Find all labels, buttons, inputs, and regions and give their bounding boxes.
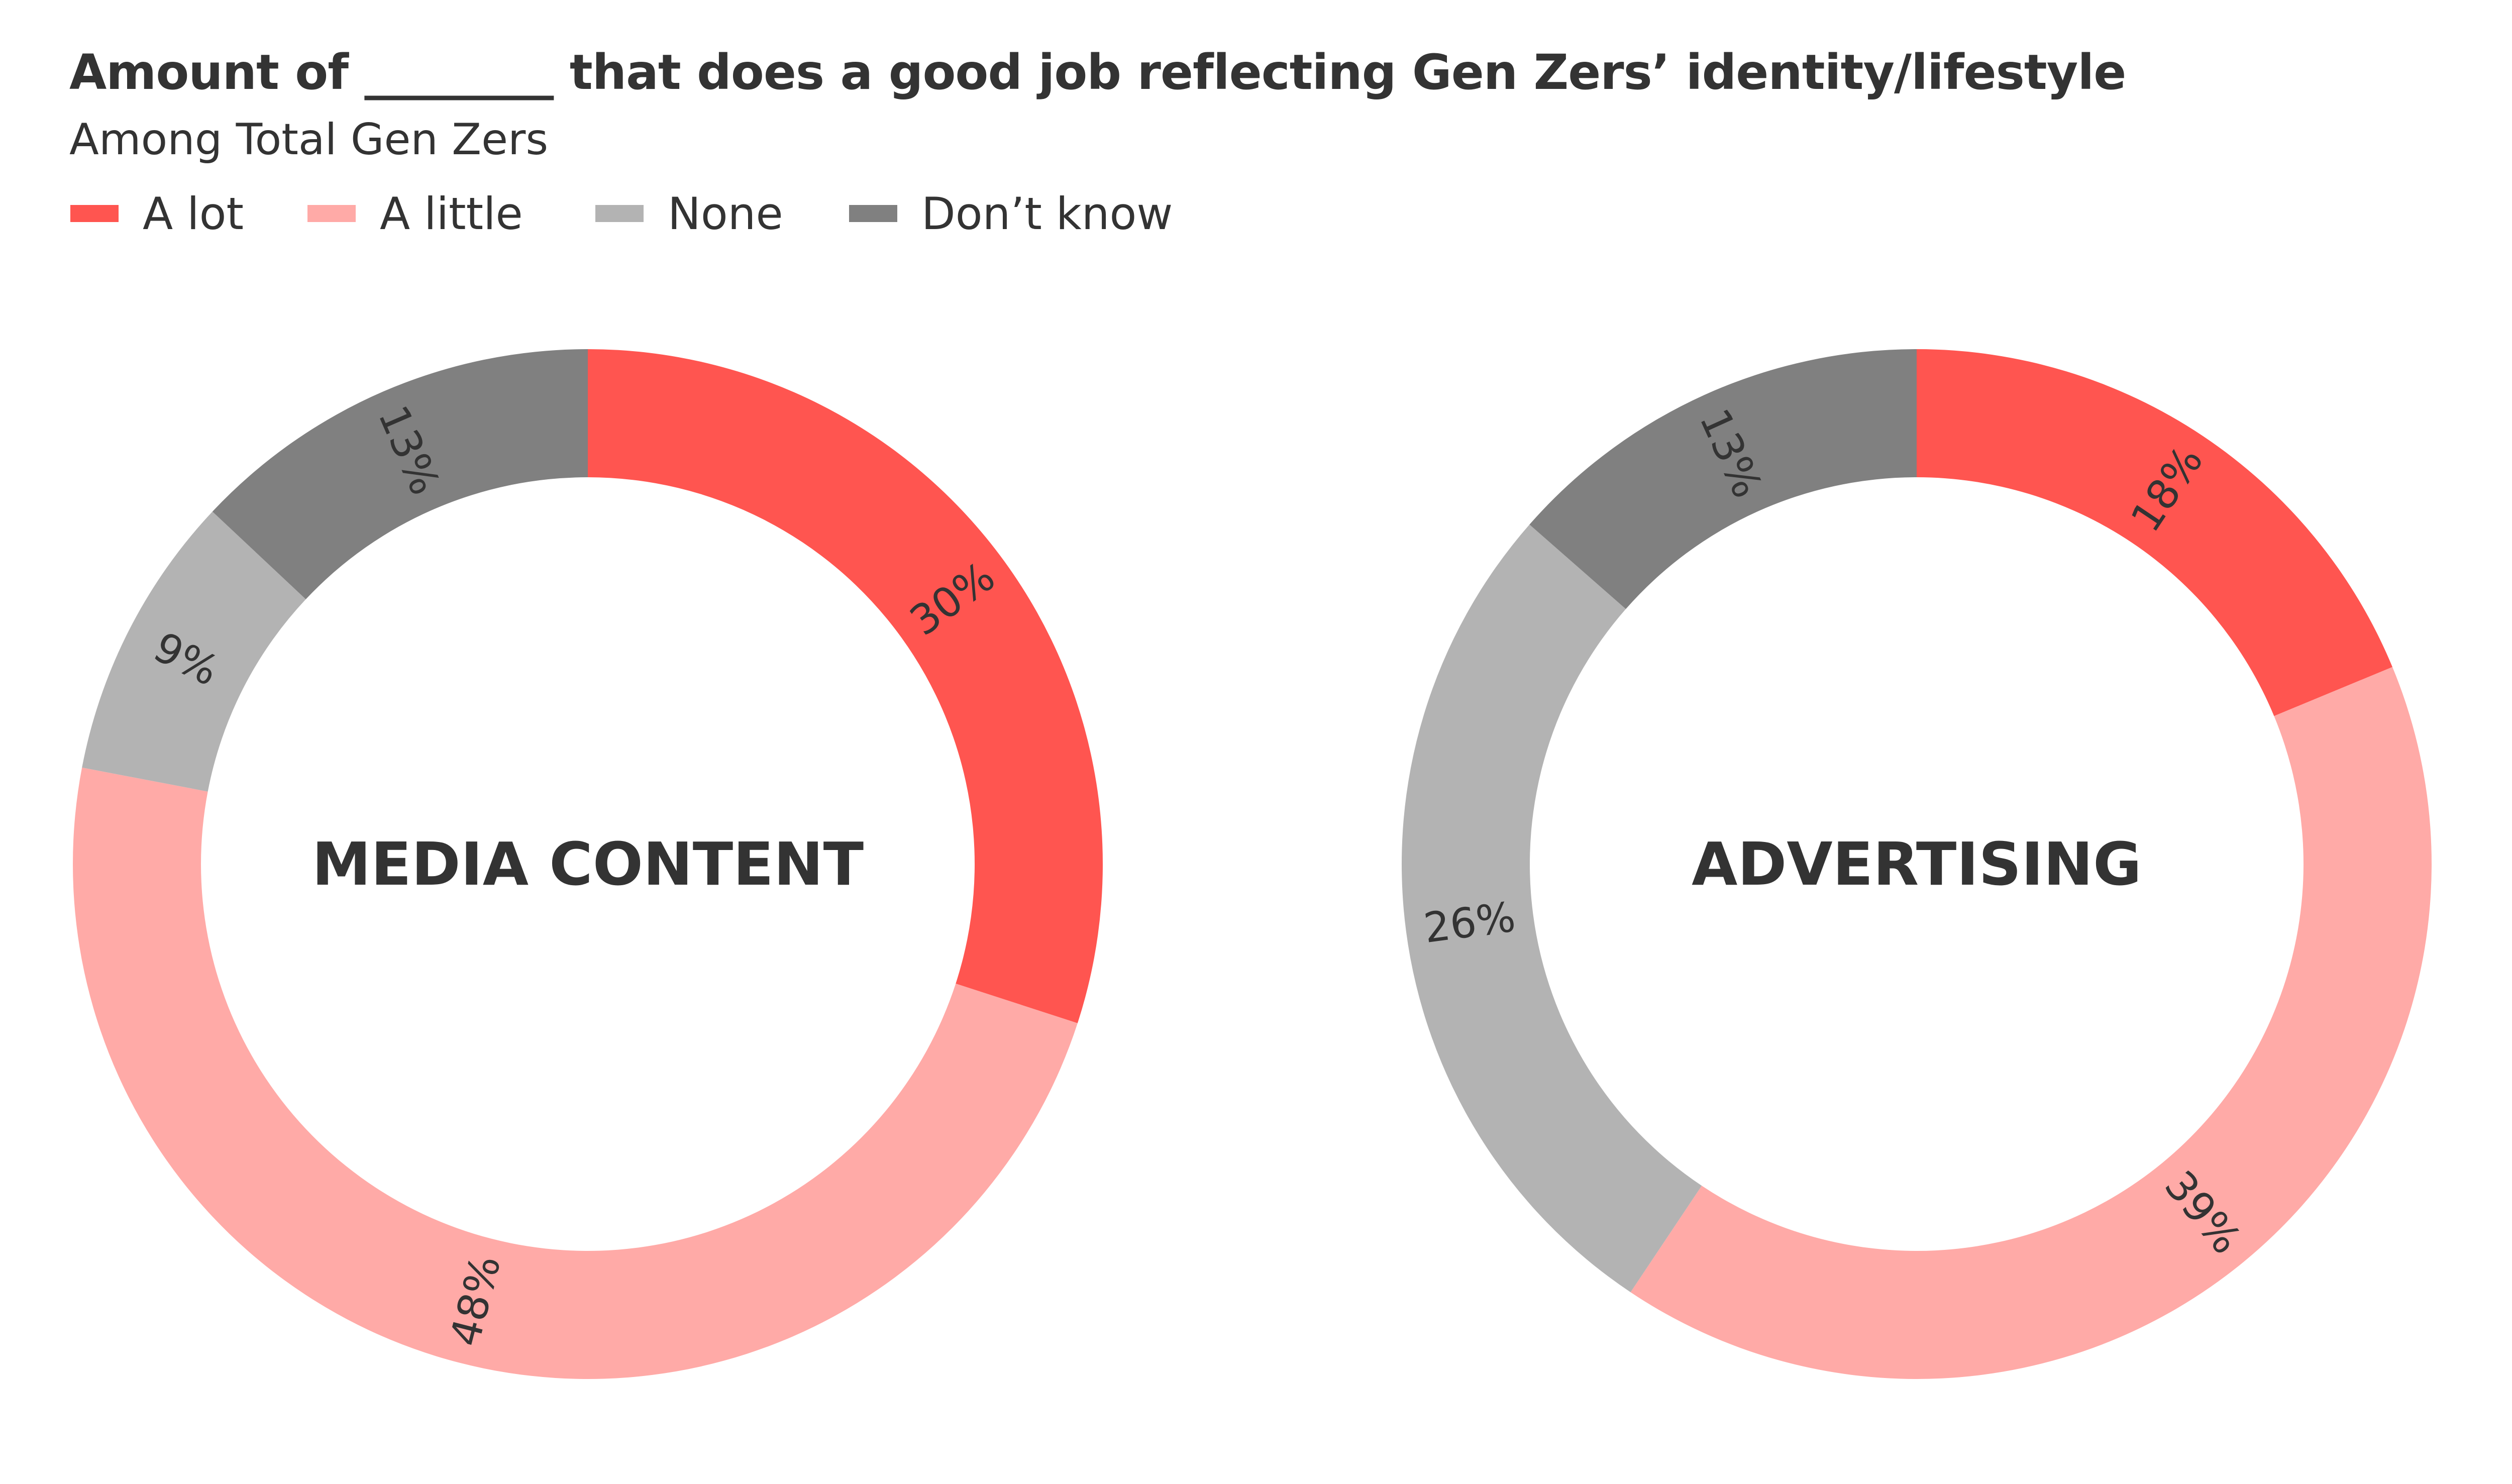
legend-swatch-dont-know xyxy=(849,205,897,222)
slice-advertising-a-lot xyxy=(1917,349,2392,716)
donut-media-content: 30%48%9%13%MEDIA CONTENT xyxy=(72,349,1103,1380)
legend-label-a-lot: A lot xyxy=(143,187,244,240)
legend-swatch-none xyxy=(595,205,644,222)
legend-label-none: None xyxy=(668,187,783,240)
legend-swatch-a-lot xyxy=(70,205,119,222)
chart-title: Amount of ________ that does a good job … xyxy=(69,44,2126,100)
legend-item-none: None xyxy=(595,186,783,241)
legend-label-dont-know: Don’t know xyxy=(921,187,1173,240)
legend-label-a-little: A little xyxy=(380,187,523,240)
donut-advertising: 18%39%26%13%ADVERTISING xyxy=(1402,349,2432,1379)
legend-item-a-little: A little xyxy=(307,186,523,241)
slice-advertising-don-t-know xyxy=(1529,349,1917,609)
center-label-media-content: MEDIA CONTENT xyxy=(312,829,864,899)
slice-media-content-a-little xyxy=(72,767,1078,1380)
legend-swatch-a-little xyxy=(307,205,356,222)
slice-advertising-none xyxy=(1402,524,1702,1293)
center-label-advertising: ADVERTISING xyxy=(1692,829,2142,899)
data-label-advertising-none: 26% xyxy=(1421,893,1518,952)
legend-item-a-lot: A lot xyxy=(70,186,244,241)
slice-advertising-a-little xyxy=(1630,667,2432,1379)
chart-subtitle: Among Total Gen Zers xyxy=(69,115,549,165)
legend-item-dont-know: Don’t know xyxy=(849,186,1173,241)
slice-media-content-don-t-know xyxy=(212,349,588,599)
slice-media-content-none xyxy=(82,511,306,792)
slice-media-content-a-lot xyxy=(588,349,1103,1023)
